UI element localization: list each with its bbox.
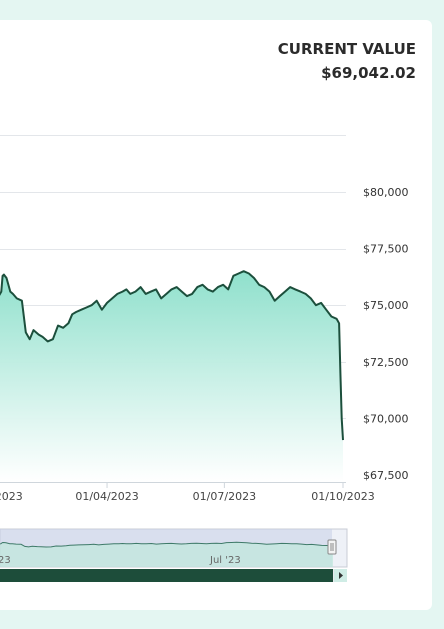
navigator-series-area [0, 542, 333, 567]
x-tick-label: 01/07/2023 [193, 490, 256, 503]
navigator-series-line [0, 541, 334, 555]
series-area [0, 271, 343, 482]
y-axis-labels: $67,500 $70,000 $72,500 $75,000 $77,500 $80,0… [363, 186, 409, 482]
x-tick-label: 01/04/2023 [75, 490, 138, 503]
current-value-amount: $69,042.02 [321, 64, 416, 82]
x-tick-label: 01/10/2023 [311, 490, 374, 503]
series-line[interactable] [0, 270, 344, 441]
scrollbar-thumb[interactable] [0, 569, 333, 582]
y-tick-label: $75,000 [363, 299, 409, 312]
x-axis-labels: 01/01/2023 01/04/2023 01/07/2023 01/10/2023 [0, 490, 375, 503]
scrollbar-right-arrow-button[interactable] [334, 569, 347, 582]
navigator-handle-right[interactable] [327, 539, 337, 555]
navigator-label-jul: Jul '23 [209, 555, 241, 566]
y-tick-label: $70,000 [363, 412, 409, 425]
y-tick-label: $72,500 [363, 356, 409, 369]
x-axis-ticks [106, 482, 344, 488]
current-value-label: CURRENT VALUE [277, 40, 416, 58]
y-tick-label: $67,500 [363, 469, 409, 482]
y-tick-label: $80,000 [363, 186, 409, 199]
navigator-label-left: 23 [0, 555, 11, 566]
y-tick-label: $77,500 [363, 243, 409, 256]
x-tick-label: 01/01/2023 [0, 490, 23, 503]
